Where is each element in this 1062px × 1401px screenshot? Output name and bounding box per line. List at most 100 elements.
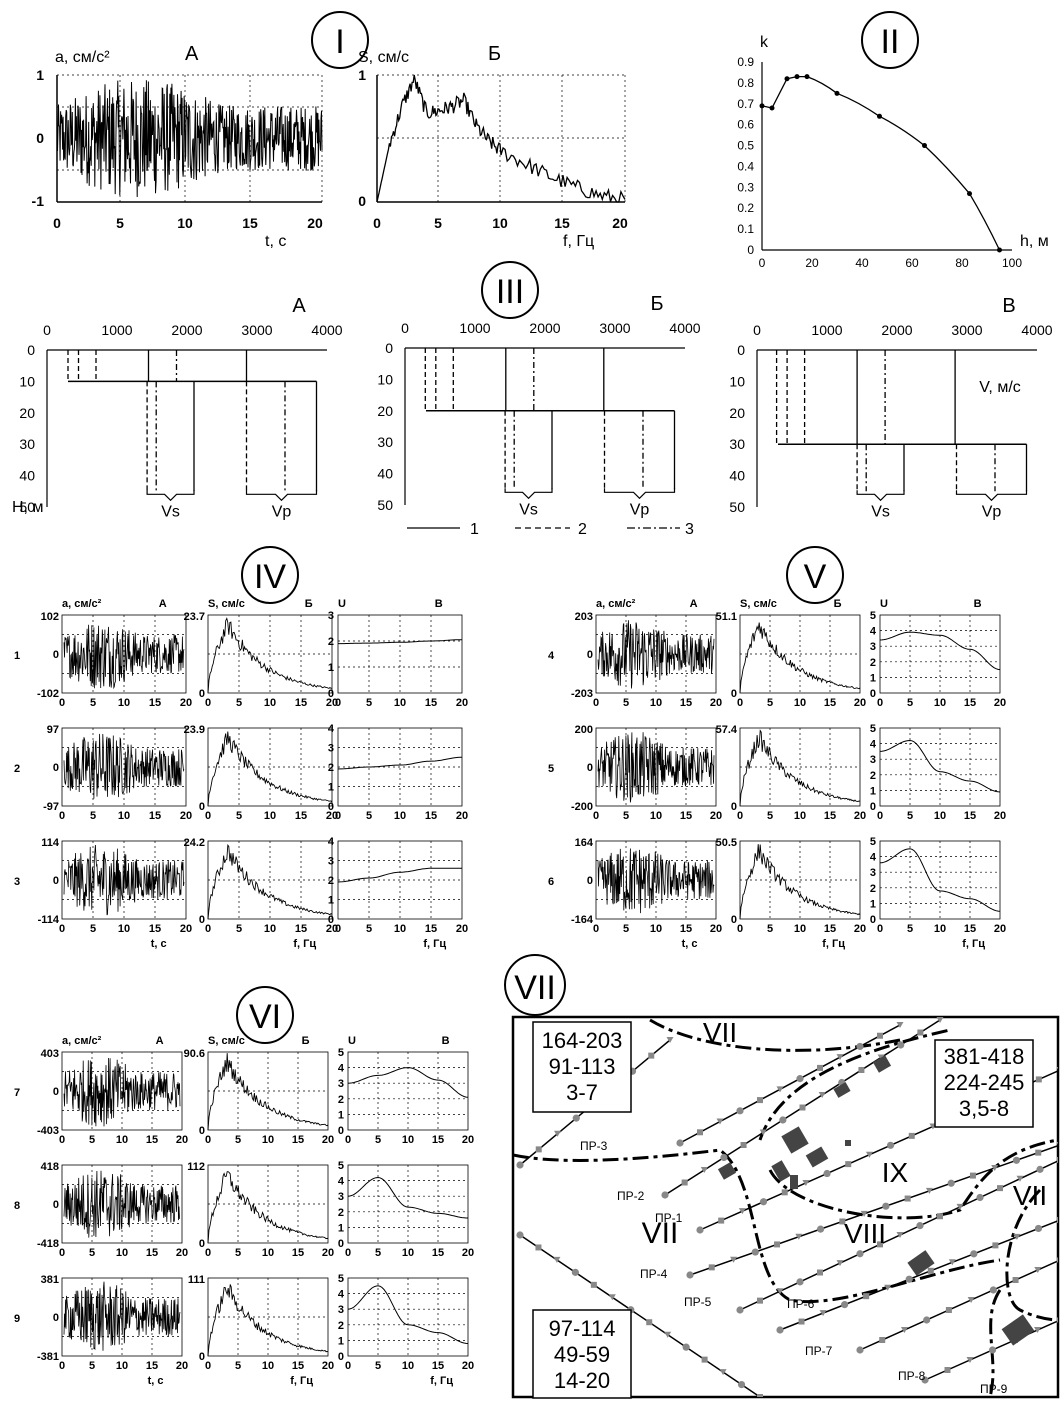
- data-point: [769, 105, 775, 111]
- marker-square: [992, 1242, 999, 1249]
- marker-circle: [720, 1153, 728, 1162]
- xtick-label: 10: [934, 810, 946, 822]
- marker-triangle: [967, 1297, 975, 1303]
- brace-label: Vp: [630, 501, 650, 518]
- utick-label: 2: [328, 875, 334, 887]
- marker-circle: [970, 1250, 978, 1258]
- marker-triangle: [836, 1260, 844, 1267]
- marker-circle: [1034, 1224, 1043, 1233]
- xtick-label: 15: [824, 697, 836, 709]
- xlabel: f, Гц: [822, 938, 845, 950]
- col-letter: A: [156, 1035, 164, 1047]
- xlabel: t, c: [148, 1375, 164, 1387]
- col-label: a, см/с²: [596, 598, 636, 610]
- roman-V: V: [786, 546, 844, 604]
- col-letter: Б: [302, 1035, 310, 1047]
- letter: Б: [488, 43, 501, 65]
- xtick-label: 20: [326, 923, 338, 935]
- svg-text:10: 10: [492, 215, 508, 231]
- xtick-label: 0: [59, 1247, 65, 1259]
- xtick-label: 15: [295, 923, 307, 935]
- xtick-label: 5: [236, 697, 242, 709]
- xtick-label: 0: [205, 697, 211, 709]
- xtick-label: 20: [805, 256, 819, 270]
- xtick-label: 20: [710, 810, 722, 822]
- utick-label: 2: [328, 636, 334, 648]
- svg-text:VIII: VIII: [844, 1218, 886, 1249]
- utick-label: 4: [328, 723, 335, 735]
- marker-triangle: [936, 1017, 944, 1023]
- utick-label: 4: [338, 1176, 345, 1188]
- marker-square: [945, 1307, 952, 1313]
- azero-label: 0: [53, 1312, 59, 1324]
- marker-triangle: [860, 1210, 868, 1217]
- legend-label: 3: [685, 521, 694, 538]
- marker-circle: [816, 1225, 825, 1233]
- amin-label: -97: [43, 801, 59, 813]
- xtick-label: 10: [650, 810, 662, 822]
- szero-label: 0: [199, 1238, 205, 1250]
- xtick-label: 5: [366, 923, 372, 935]
- svg-text:ПР-7: ПР-7: [805, 1344, 833, 1358]
- marker-circle: [856, 1042, 864, 1051]
- xtick-label: 20: [322, 1247, 334, 1259]
- svg-text:II: II: [881, 23, 900, 61]
- xtick-label: 80: [955, 256, 969, 270]
- accelerogram-line: [597, 732, 715, 803]
- azero-label: 0: [53, 1086, 59, 1098]
- svg-text:VII: VII: [642, 1217, 679, 1250]
- col-label: U: [338, 598, 346, 610]
- accelerogram-line: [56, 80, 323, 198]
- xtick-label: 10: [116, 1134, 128, 1146]
- xtick-label: 0: [753, 322, 761, 338]
- xtick-label: 15: [432, 1247, 444, 1259]
- xtick-label: 5: [366, 810, 372, 822]
- xtick-label: 0: [877, 810, 883, 822]
- svg-text:164-203: 164-203: [542, 1028, 623, 1053]
- xtick-label: 5: [375, 1247, 381, 1259]
- panel-letter: Б: [650, 293, 663, 315]
- col-label: S, см/с: [208, 598, 245, 610]
- marker-triangle: [1016, 1175, 1024, 1182]
- marker-circle: [921, 1376, 929, 1384]
- xtick-label: 5: [235, 1134, 241, 1146]
- panel-I-B: S, см/с Б 1 0 0 5 10 15 20 f, Гц: [358, 43, 628, 250]
- svg-text:381-418: 381-418: [944, 1044, 1025, 1069]
- xtick-label: 0: [345, 1134, 351, 1146]
- utick-label: 5: [338, 1047, 344, 1059]
- ylabel: H, м: [12, 499, 43, 516]
- xtick-label: 5: [767, 923, 773, 935]
- utick-label: 0: [870, 914, 876, 926]
- data-point: [804, 74, 810, 80]
- marker-circle: [759, 1198, 768, 1206]
- xlabel: V, м/с: [979, 379, 1021, 396]
- row-number: 7: [14, 1087, 20, 1099]
- xtick-label: 5: [235, 1247, 241, 1259]
- xtick-label: 15: [146, 1360, 158, 1372]
- marker-square: [817, 1269, 823, 1276]
- brace-label: Vp: [982, 503, 1002, 520]
- marker-triangle: [730, 1256, 738, 1263]
- xtick-label: 0: [593, 810, 599, 822]
- xtick-label: 5: [236, 810, 242, 822]
- marker-circle: [736, 1306, 744, 1314]
- row-number: 6: [548, 876, 554, 888]
- marker-triangle: [991, 1164, 999, 1171]
- marker-triangle: [836, 1054, 844, 1061]
- amin-label: -200: [571, 801, 593, 813]
- u-curve: [879, 631, 1001, 671]
- azero-label: 0: [587, 649, 593, 661]
- map-markers: [516, 1017, 1058, 1397]
- utick-label: 0: [338, 1125, 344, 1137]
- amin-label: -418: [37, 1238, 59, 1250]
- marker-circle: [686, 1271, 694, 1279]
- col-label: a, см/с²: [62, 598, 102, 610]
- marker-circle: [923, 1316, 931, 1324]
- spectrum-line: [739, 844, 861, 920]
- row-number: 1: [14, 650, 20, 662]
- marker-circle: [682, 1343, 690, 1351]
- marker-circle: [989, 1286, 997, 1294]
- utick-label: 2: [870, 657, 876, 669]
- xlabel: f, Гц: [293, 938, 316, 950]
- col-letter: Б: [305, 598, 313, 610]
